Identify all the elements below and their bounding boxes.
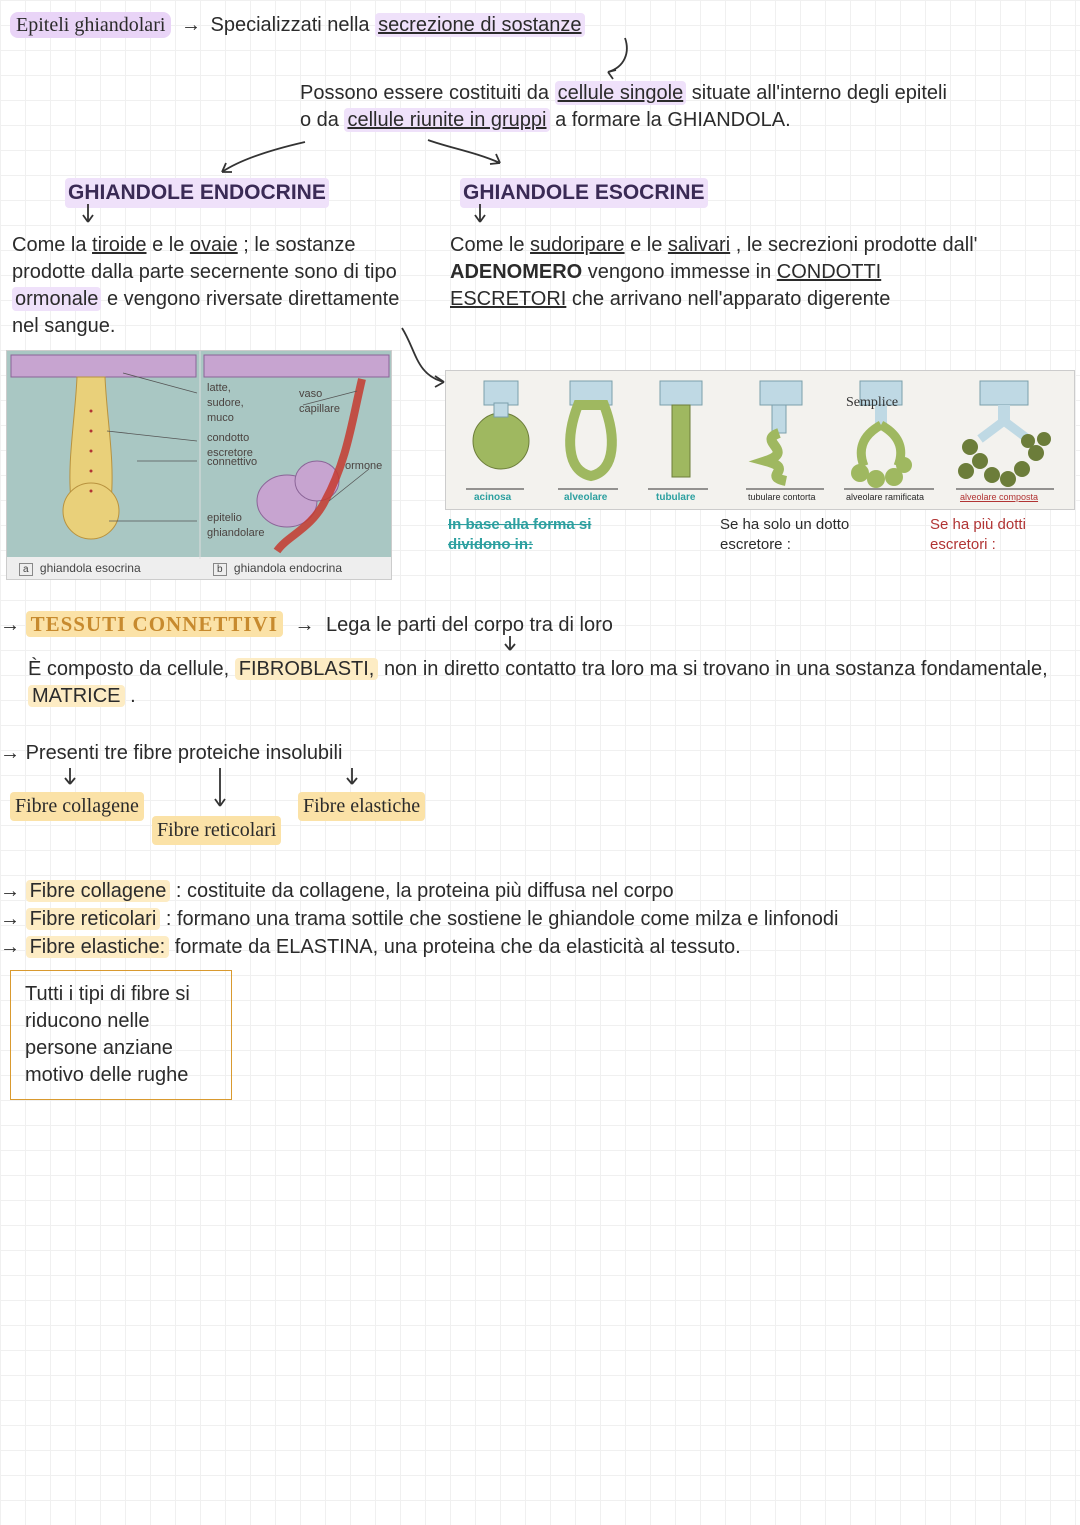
eso-a: Come le — [450, 234, 530, 256]
diagram-gland-shapes: Semplice acinosa alveolare tubulare tubu… — [445, 370, 1075, 510]
endo-a: Come la — [12, 234, 92, 256]
fiber2: Fibre reticolari — [152, 816, 281, 845]
conn-pa: È composto da cellule, — [28, 658, 235, 680]
p2-a: Possono essere costituiti da — [300, 82, 555, 104]
tag-alveolare: alveolare — [564, 491, 607, 505]
conn-pd: MATRICE — [28, 685, 125, 707]
diagram-letter-a: a — [19, 563, 33, 576]
label-latte: latte, sudore, muco — [207, 381, 244, 426]
label-vaso: vaso capillare — [299, 387, 340, 417]
esocrine-heading: GHIANDOLE ESOCRINE — [460, 178, 708, 208]
title-highlight: Epiteli ghiandolari — [10, 12, 171, 38]
diagram-cap-b: ghiandola endocrina — [234, 561, 342, 575]
arrow-icon: → — [0, 908, 20, 930]
endo-f: ormonale — [12, 287, 101, 311]
arrow-icon: → — [0, 614, 20, 636]
simple-caption: Se ha solo un dotto escretore : — [720, 515, 890, 556]
eso-b: sudoripare — [530, 234, 625, 256]
def1b: : costituite da collagene, la proteina p… — [176, 880, 674, 902]
p2-e: a formare la — [555, 109, 667, 131]
diagram-endocrine-esocrine: a ghiandola esocrina b ghiandola endocri… — [6, 350, 392, 580]
endocrine-heading: GHIANDOLE ENDOCRINE — [65, 178, 329, 208]
tag-acinosa: acinosa — [474, 491, 511, 505]
eso-f: ADENOMERO — [450, 261, 582, 283]
svg-text:Semplice: Semplice — [846, 395, 898, 410]
def2b: : formano una trama sottile che sostiene… — [166, 908, 839, 930]
fibers-intro: Presenti tre fibre proteiche insolubili — [26, 742, 343, 764]
compound-caption: Se ha più dotti escretori : — [930, 515, 1070, 556]
arrow-icon: → — [294, 614, 314, 636]
tag-tubulare: tubulare — [656, 491, 695, 505]
eso-g: vengono immesse in — [588, 261, 777, 283]
def3b: formate da ELASTINA, una proteina che da… — [175, 936, 741, 958]
connective-heading: TESSUTI CONNETTIVI — [26, 611, 283, 637]
eso-d: salivari — [668, 234, 730, 256]
arrow-icon: → — [0, 742, 20, 764]
arrow-icon: → — [0, 936, 20, 958]
fiber3: Fibre elastiche — [298, 792, 425, 821]
conn-pc: non in diretto contatto tra loro ma si t… — [384, 658, 1048, 680]
arrow-icon: → — [181, 14, 201, 36]
conn-pe: . — [130, 685, 136, 707]
endo-c: e le — [152, 234, 190, 256]
tag-alveolare-composta: alveolare composta — [960, 491, 1038, 503]
endo-d: ovaie — [190, 234, 238, 256]
header-line1a: Specializzati nella — [211, 14, 376, 36]
fiber1: Fibre collagene — [10, 792, 144, 821]
label-epitelio: epitelio ghiandolare — [207, 511, 265, 541]
conn-pb: FIBROBLASTI, — [235, 658, 379, 680]
connective-line1: Lega le parti del corpo tra di loro — [326, 614, 613, 636]
label-ormone: ormone — [345, 459, 382, 474]
def2a: Fibre reticolari — [26, 908, 161, 930]
tag-tubulare-contorta: tubulare contorta — [748, 491, 816, 503]
diagram-cap-a: ghiandola esocrina — [40, 561, 141, 575]
p2-d: cellule riunite in gruppi — [344, 108, 549, 132]
shape-caption: In base alla forma si dividono in: — [448, 515, 638, 556]
def3a: Fibre elastiche: — [26, 936, 170, 958]
p2-f: GHIANDOLA. — [667, 109, 790, 131]
header-line1b: secrezione di sostanze — [375, 13, 584, 37]
arrow-icon: → — [0, 880, 20, 902]
endo-b: tiroide — [92, 234, 146, 256]
eso-c: e le — [630, 234, 668, 256]
p2-b: cellule singole — [555, 81, 687, 105]
diagram-letter-b: b — [213, 563, 227, 576]
note-text: Tutti i tipi di fibre si riducono nelle … — [25, 983, 190, 1086]
eso-e: , le secrezioni prodotte dall' — [736, 234, 978, 256]
tag-alveolare-ramificata: alveolare ramificata — [846, 491, 924, 503]
eso-i: che arrivano nell'apparato digerente — [572, 288, 890, 310]
def1a: Fibre collagene — [26, 880, 171, 902]
label-connettivo: connettivo — [207, 455, 257, 470]
